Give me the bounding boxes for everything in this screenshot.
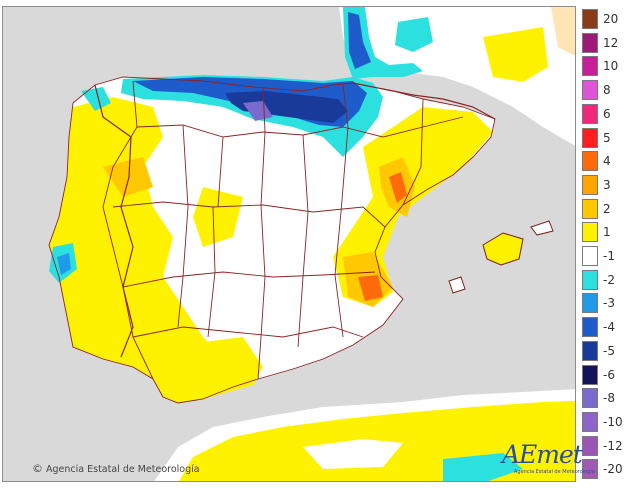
legend-label: -6 — [603, 367, 615, 382]
northwest-cyan-patch — [81, 87, 111, 111]
legend-label: 10 — [603, 59, 619, 74]
menorca — [530, 220, 554, 236]
red-patch-valencia — [358, 275, 383, 301]
legend-swatch — [582, 411, 598, 432]
legend-swatch — [582, 459, 598, 480]
france-blue-area — [348, 12, 371, 69]
legend-label: -4 — [603, 320, 615, 335]
legend-swatch — [582, 174, 598, 195]
france-cyan-patch — [395, 17, 433, 52]
france-border — [352, 82, 496, 120]
central-yellow-patch — [193, 187, 243, 247]
legend-swatch — [582, 364, 598, 385]
legend-label: -10 — [603, 414, 623, 429]
africa-cyan-area — [443, 453, 523, 481]
province-borders — [48, 76, 496, 404]
legend-swatch — [582, 127, 598, 148]
legend-swatch — [582, 222, 598, 243]
aemet-logo: AEmet Agencia Estatal de Meteorología — [498, 440, 595, 480]
west-yellow-region — [49, 97, 243, 403]
legend-swatch — [582, 32, 598, 53]
north-purple-core — [243, 101, 273, 121]
legend-label: -1 — [603, 249, 615, 263]
legend-label: 2 — [603, 201, 611, 216]
legend-label: -8 — [603, 391, 615, 406]
ibiza — [448, 276, 466, 294]
legend-label: 8 — [603, 83, 611, 98]
legend-label: 3 — [603, 177, 611, 192]
legend-label: 6 — [603, 106, 611, 121]
legend-swatch — [582, 340, 598, 361]
copyright-text: Agencia Estatal de Meteorología — [46, 464, 200, 475]
legend-label: -3 — [603, 296, 615, 311]
copyright-notice: © Agencia Estatal de Meteorología — [32, 462, 200, 475]
legend-label: -20 — [603, 462, 623, 477]
aemet-logo-text: AEmet — [502, 440, 583, 469]
legend-label: 12 — [603, 35, 619, 50]
aemet-logo-subtitle: Agencia Estatal de Meteorología — [514, 469, 595, 475]
legend-swatch — [582, 103, 598, 124]
legend-swatch — [582, 293, 598, 314]
mallorca — [482, 232, 524, 266]
legend-label: 20 — [603, 12, 619, 26]
legend-swatch — [582, 80, 598, 101]
africa-white-area — [303, 439, 403, 469]
legend-label: 4 — [603, 154, 611, 169]
red-orange-patch-ebro — [389, 172, 407, 203]
legend-swatch — [582, 198, 598, 219]
legend-label: -2 — [603, 272, 615, 287]
map-canvas — [3, 7, 575, 481]
legend: 20 12 10 8 6 5 4 3 2 1 -1 -2 -3 -4 -5 -6 -8 -10 -12 -20 — [582, 6, 630, 482]
legend-swatch — [582, 56, 598, 77]
south-yellow-region — [163, 337, 263, 399]
legend-swatch — [582, 9, 598, 30]
legend-swatch — [582, 151, 598, 172]
temperature-anomaly-map — [2, 6, 576, 482]
legend-swatch — [582, 246, 598, 267]
orange-patch-west — [103, 157, 153, 197]
legend-label: -12 — [603, 438, 623, 453]
legend-swatch — [582, 317, 598, 338]
france-yellow-patch — [483, 27, 548, 82]
legend-swatch — [582, 388, 598, 409]
legend-label: -5 — [603, 343, 615, 358]
legend-swatch — [582, 269, 598, 290]
france-orange-corner — [551, 7, 575, 56]
west-blue-patch — [57, 253, 71, 275]
legend-label: 1 — [603, 225, 611, 240]
portugal-border — [94, 84, 134, 358]
copyright-symbol: © — [32, 462, 43, 475]
legend-label: 5 — [603, 130, 611, 145]
north-dark-blue-core — [225, 91, 348, 123]
legend-swatch — [582, 435, 598, 456]
